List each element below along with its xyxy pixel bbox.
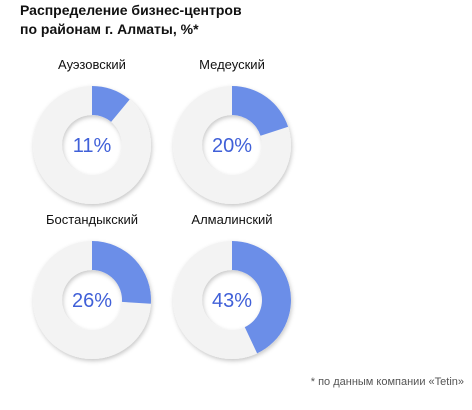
donut-slice	[92, 241, 151, 304]
percent-label: 43%	[212, 290, 252, 312]
district-label: Алмалинский	[191, 212, 272, 227]
donut-slice	[232, 86, 289, 136]
donut-chart: Медеуский 20%	[173, 57, 291, 204]
chart-title-line-2: по районам г. Алматы, %*	[20, 21, 199, 37]
donut-charts: Ауэзовский 11% Медеуский 20% Бостандыкский 26…	[33, 57, 291, 359]
donut-chart: Бостандыкский 26%	[33, 212, 151, 359]
percent-label: 11%	[73, 135, 112, 157]
district-label: Бостандыкский	[46, 212, 138, 227]
chart-title-line-1: Распределение бизнес-центров	[20, 2, 242, 18]
district-label: Ауэзовский	[58, 57, 126, 72]
percent-label: 20%	[212, 135, 252, 157]
district-label: Медеуский	[199, 57, 265, 72]
footnote: * по данным компании «Tetin»	[310, 376, 464, 388]
donut-slice	[92, 86, 130, 122]
donut-chart: Ауэзовский 11%	[33, 57, 151, 204]
chart-title: Распределение бизнес-центров по районам …	[20, 1, 280, 39]
donut-track	[33, 86, 151, 204]
donut-slice	[232, 241, 291, 354]
donut-chart: Алмалинский 43%	[173, 212, 291, 359]
percent-label: 26%	[72, 290, 112, 312]
